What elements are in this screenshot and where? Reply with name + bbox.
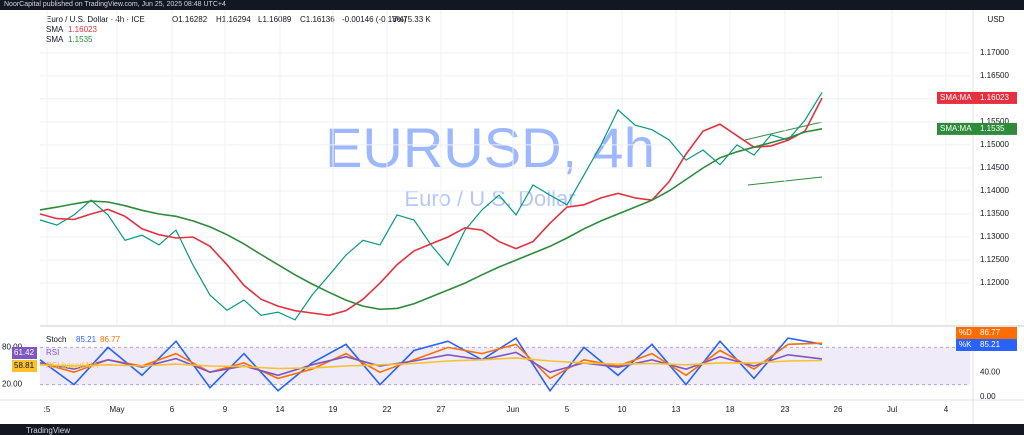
badge-value: 1.1535 [980,124,1005,133]
y-tick-label: 1.13500 [980,209,1009,218]
badge-bg [937,122,1017,135]
watermark-sub: Euro / U.S. Dollar [404,186,575,211]
x-tick-label: 14 [276,405,285,414]
x-tick-label: May [109,405,124,414]
badge-bg [937,91,1017,104]
legend-value: 1.1535 [68,35,93,44]
badge-value: 1.16023 [980,93,1009,102]
series-line [39,342,823,380]
y-tick-label: 1.17000 [980,48,1009,57]
watermark: EURUSD, 4h [325,116,655,179]
y-tick-label: 0.00 [980,392,996,401]
y-tick-label: 1.15000 [980,140,1009,149]
badge-value: 58.81 [14,361,35,370]
x-tick-label: 10 [618,405,627,414]
volume: Vol75.33 K [392,15,431,24]
x-tick-label: 4 [944,405,949,414]
series-line [39,351,823,377]
series-line [39,97,823,317]
badge-bg [12,360,37,372]
x-tick-label: 22 [383,405,392,414]
y-tick-label: 1.14000 [980,186,1009,195]
x-tick-label: 13 [672,405,681,414]
x-tick-label: :5 [44,405,51,414]
badge-bg [12,347,37,359]
x-tick-label: 9 [223,405,228,414]
x-tick-label: Jul [887,405,897,414]
legend-name: RSI-based MA [46,361,99,370]
symbol: Euro / U.S. Dollar · 4h · ICE [46,15,145,24]
badge-bg [956,327,1017,339]
rsi-band [40,347,970,385]
badge-label: %K [959,340,972,349]
x-tick-label: Jun [507,405,520,414]
legend-value: 1.16023 [68,25,97,34]
legend-name: RSI [46,348,59,357]
series-line [39,357,823,370]
x-tick-label: 19 [329,405,338,414]
badge-value: 85.21 [980,340,1001,349]
badge-bg [956,339,1017,351]
bottom-bar [0,424,1024,435]
badge-value: 61.42 [14,348,35,357]
legend-name: SMA [46,25,64,34]
series-line [39,336,823,393]
x-tick-label: 18 [726,405,735,414]
y-tick-label: 40.00 [980,367,1001,376]
trendline-upper [744,121,823,141]
x-tick-label: 5 [565,405,570,414]
x-tick-label: 23 [781,405,790,414]
y-tick-label: 1.16500 [980,71,1009,80]
series-line [39,128,823,311]
badge-value: 86.77 [980,328,1001,337]
header-info: Euro / U.S. Dollar · 4h · ICE O1.16282 H… [46,15,431,24]
currency: USD [988,15,1005,24]
legend-title: Stoch [46,335,66,344]
banner: NoorCapital published on TradingView.com… [4,1,226,8]
x-tick-label: 6 [170,405,175,414]
top-bar [0,0,1024,10]
y-tick-label: 1.12500 [980,255,1009,264]
badge-label: %D [959,328,972,337]
legend-name: SMA [46,35,64,44]
legend-value: 85.21 [76,335,97,344]
badge-label: SMA:MA [940,124,972,133]
ohlc-close: C1.16136 [300,15,335,24]
x-tick-label: 26 [834,405,843,414]
y-tick-label: 1.13000 [980,232,1009,241]
y-tick-label: 1.14500 [980,163,1009,172]
ohlc-high: H1.16294 [216,15,251,24]
change: -0.00146 (-0.13%) [342,15,407,24]
ohlc-open: O1.16282 [172,15,208,24]
badge-label: SMA:MA [940,93,972,102]
x-tick-label: 27 [437,405,446,414]
y-tick-label: 1.15500 [980,117,1009,126]
legend-value: 86.77 [100,335,121,344]
footer-brand: TradingView [26,426,70,435]
left-tick-label: 20.00 [2,380,23,389]
series-line [39,92,823,321]
ohlc-low: L1.16089 [258,15,292,24]
y-tick-label: 1.12000 [980,278,1009,287]
